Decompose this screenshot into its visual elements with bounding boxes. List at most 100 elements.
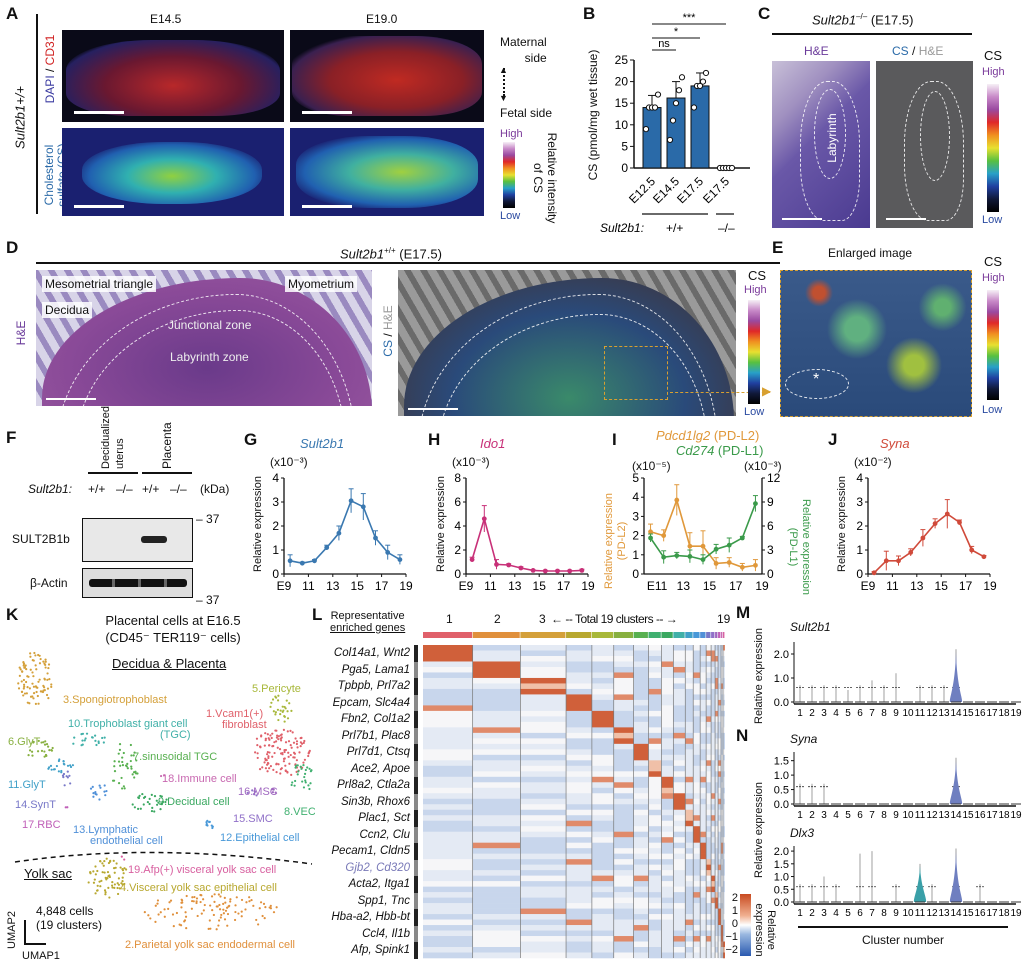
heatmap-cell bbox=[648, 666, 662, 673]
cluster-tick-label: 5 bbox=[845, 908, 851, 919]
cell-point bbox=[51, 746, 54, 750]
y-tick-label-left: 3 bbox=[632, 509, 639, 523]
cell-point bbox=[105, 857, 108, 860]
data-point bbox=[944, 511, 950, 517]
i-title-1: Pdcd1lg2 (PD-L2) bbox=[656, 428, 759, 443]
heatmap-cell bbox=[520, 776, 567, 783]
heatmap-cell bbox=[661, 732, 674, 739]
cell-point bbox=[290, 783, 293, 787]
heatmap-cell bbox=[693, 716, 701, 723]
heatmap-cell bbox=[693, 941, 701, 948]
heatmap-cell bbox=[472, 897, 521, 904]
cell-point bbox=[155, 799, 158, 802]
heatmap-cell bbox=[685, 875, 694, 882]
heatmap-cell bbox=[700, 655, 707, 662]
gene-block-marker bbox=[414, 645, 418, 662]
heatmap-cell bbox=[700, 925, 707, 931]
cell-point bbox=[64, 806, 67, 809]
heatmap-cell bbox=[648, 749, 662, 756]
cell-point bbox=[29, 652, 32, 655]
gene-label: Prl8a2, Ctla2a bbox=[316, 777, 418, 794]
cluster-tick-label: 7 bbox=[869, 908, 875, 919]
cell-point bbox=[163, 915, 166, 918]
heatmap-cell bbox=[721, 820, 724, 827]
heatmap-cell bbox=[472, 760, 521, 767]
heatmap-cell bbox=[723, 864, 725, 871]
cluster-tick-label: 2 bbox=[809, 810, 815, 821]
cell-point bbox=[103, 859, 106, 863]
data-point bbox=[360, 504, 366, 510]
heatmap-cell bbox=[673, 776, 686, 783]
heatmap-cell bbox=[715, 743, 719, 750]
cluster-label-14: 14.SynT bbox=[15, 799, 56, 811]
cell-point bbox=[121, 760, 124, 764]
heatmap-cell bbox=[566, 881, 592, 887]
heatmap-cell bbox=[723, 683, 725, 690]
heatmap-cell bbox=[706, 655, 712, 662]
cell-point bbox=[116, 882, 119, 885]
data-point bbox=[969, 547, 975, 553]
x-tick-label: E12.5 bbox=[626, 174, 658, 206]
cell-point bbox=[266, 750, 269, 754]
heatmap-cell bbox=[715, 831, 719, 838]
heatmap-cell bbox=[721, 677, 724, 684]
heatmap-cell bbox=[718, 925, 722, 931]
cell-point bbox=[218, 908, 222, 911]
cluster-tick-label: 3 bbox=[821, 810, 827, 821]
cluster-tick-label: 8 bbox=[881, 810, 887, 821]
heatmap-cell bbox=[472, 820, 521, 827]
cell-point bbox=[102, 741, 105, 744]
sep: / bbox=[43, 65, 57, 76]
cell-point bbox=[202, 909, 205, 912]
data-point bbox=[700, 557, 706, 562]
heatmap-cell bbox=[648, 743, 662, 750]
heatmap-cell bbox=[591, 930, 614, 937]
cell-point bbox=[215, 928, 218, 931]
heatmap-cell bbox=[706, 650, 712, 657]
d-colorbar bbox=[748, 300, 760, 404]
c-colorbar bbox=[987, 84, 999, 212]
cell-point bbox=[129, 743, 132, 747]
cell-point bbox=[219, 895, 222, 898]
cell-point bbox=[126, 762, 129, 765]
d-title-sup: +/+ bbox=[384, 246, 396, 255]
cell-point bbox=[180, 898, 183, 901]
heatmap-cell bbox=[700, 875, 707, 882]
cell-point bbox=[267, 755, 270, 758]
heatmap-cell bbox=[613, 793, 634, 800]
heatmap-legend-ticks: 2 1 0 −1 −2 bbox=[724, 892, 738, 957]
cell-point bbox=[131, 803, 134, 806]
data-point bbox=[469, 557, 475, 562]
heatmap-cell bbox=[633, 842, 649, 849]
cell-point bbox=[113, 760, 116, 763]
cell-point bbox=[26, 675, 29, 678]
cell-point bbox=[224, 909, 228, 912]
cluster-tick-label: 9 bbox=[893, 908, 899, 919]
heatmap-cell bbox=[661, 727, 674, 734]
heatmap-cell bbox=[566, 754, 592, 761]
heatmap-cell bbox=[472, 886, 521, 893]
heatmap-cell bbox=[520, 771, 567, 778]
heatmap-cell bbox=[648, 754, 662, 761]
cluster-tick-label: 4 bbox=[833, 908, 839, 919]
heatmap-cell bbox=[685, 743, 694, 750]
heatmap-cell bbox=[685, 655, 694, 662]
cell-point bbox=[272, 744, 275, 748]
cluster-tick-label: 14 bbox=[950, 908, 962, 919]
cell-point bbox=[23, 666, 26, 669]
cb-high: High bbox=[500, 128, 523, 140]
heatmap-cell bbox=[711, 936, 716, 942]
cell-point bbox=[43, 678, 46, 681]
heatmap-cell bbox=[721, 941, 724, 948]
heatmap-cell bbox=[718, 815, 722, 822]
cluster-color-bar bbox=[721, 632, 723, 638]
c-cb-title: CS bbox=[984, 48, 1003, 63]
heatmap-cell bbox=[633, 694, 649, 701]
cluster-tick-label: 11 bbox=[915, 810, 926, 821]
heatmap-cell bbox=[718, 677, 722, 684]
cell-point bbox=[190, 907, 193, 910]
cell-point bbox=[208, 820, 211, 824]
heatmap-cell bbox=[723, 914, 725, 920]
heatmap-cell bbox=[423, 826, 473, 833]
cell-point bbox=[47, 663, 51, 666]
